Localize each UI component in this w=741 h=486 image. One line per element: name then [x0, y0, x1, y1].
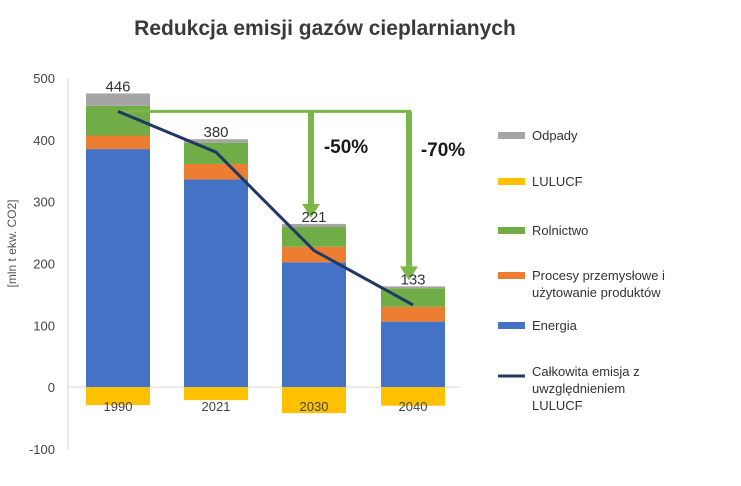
total-value-label: 133	[400, 271, 425, 288]
data-labels: 1990 2021 2030 2040 446 380 221 133	[104, 78, 428, 414]
bar-lulucf-2021	[184, 387, 248, 401]
y-tick-label: 100	[33, 318, 55, 333]
y-tick-label: 300	[33, 195, 55, 210]
legend-label: Odpady	[532, 128, 578, 143]
y-tick-label: 200	[33, 257, 55, 272]
bar-energia-2040	[381, 321, 445, 388]
reduction-arrow-head	[302, 203, 320, 218]
legend-swatch	[498, 178, 525, 185]
total-value-label: 380	[203, 124, 228, 141]
total-emission-line	[117, 110, 414, 307]
bar-procesy-2021	[184, 163, 248, 180]
bar-odpady-2040	[381, 286, 445, 289]
bar-lulucf-2040	[381, 387, 445, 406]
bar-procesy-1990	[86, 135, 150, 150]
reduction-percent-label: -70%	[421, 140, 465, 161]
bar-procesy-2040	[381, 306, 445, 322]
y-tick-label: 400	[33, 133, 55, 148]
reduction-percent-label: -50%	[324, 137, 368, 158]
legend-label: LULUCF	[532, 174, 583, 189]
legend-label: Procesy przemysłowe i	[532, 268, 665, 283]
x-category-label: 1990	[104, 399, 133, 414]
chart-title: Redukcja emisji gazów cieplarnianych	[134, 17, 516, 40]
bar-rolnictwo-2040	[381, 288, 445, 307]
x-category-label: 2040	[399, 399, 428, 414]
bar-lulucf-2030	[282, 387, 346, 414]
total-value-label: 446	[105, 78, 130, 95]
legend-label: Energia	[532, 318, 578, 333]
y-tick-label: 500	[33, 71, 55, 86]
y-axis-title: [mln t ekw. CO2]	[5, 199, 19, 287]
bar-rolnictwo-2030	[282, 227, 346, 247]
legend-label: LULUCF	[532, 398, 583, 413]
bar-odpady-2030	[282, 223, 346, 228]
legend-swatch	[498, 272, 525, 279]
bar-lulucf-1990	[86, 387, 150, 406]
legend-label: Całkowita emisja z	[532, 364, 640, 379]
legend: Odpady LULUCF Rolnictwo Procesy przemysłowe…	[498, 128, 665, 413]
legend-label: użytowanie produktów	[532, 285, 661, 300]
y-tick-label: -100	[29, 442, 55, 457]
x-category-label: 2030	[300, 399, 329, 414]
total-value-label: 221	[301, 209, 326, 226]
bar-odpady-2021	[184, 139, 248, 143]
x-category-label: 2021	[202, 399, 231, 414]
bar-energia-1990	[86, 149, 150, 388]
legend-swatch	[498, 322, 525, 329]
y-tick-label: 0	[48, 380, 55, 395]
legend-swatch	[498, 227, 525, 234]
bar-energia-2030	[282, 262, 346, 388]
bar-series	[86, 93, 445, 414]
legend-swatch	[498, 132, 525, 139]
legend-label: uwzględnieniem	[532, 381, 625, 396]
reduction-annotations: -50% -70%	[118, 109, 465, 281]
reduction-arrow-head	[400, 266, 418, 281]
bar-energia-2021	[184, 179, 248, 388]
legend-label: Rolnictwo	[532, 223, 588, 238]
bar-odpady-1990	[86, 93, 150, 106]
total-emission-polyline	[117, 110, 414, 307]
